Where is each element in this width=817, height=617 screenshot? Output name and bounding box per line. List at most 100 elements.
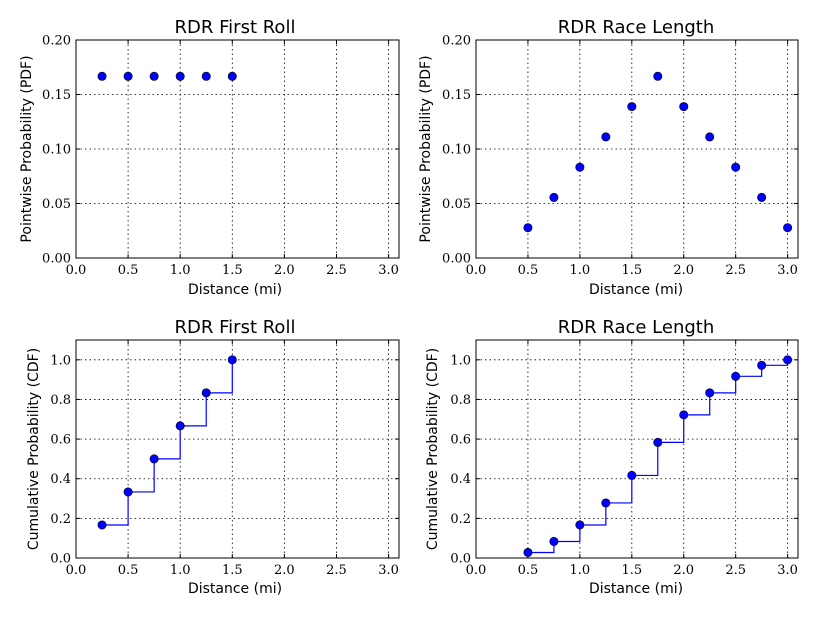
- x-tick-label: 1.0: [170, 263, 191, 278]
- x-tick-label: 1.5: [621, 263, 642, 278]
- y-tick-label: 0.15: [42, 88, 71, 103]
- y-tick-label: 0.05: [442, 197, 471, 212]
- y-tick-label: 0.2: [50, 512, 71, 527]
- data-point: [149, 454, 159, 464]
- chart-title: RDR Race Length: [558, 317, 715, 338]
- y-axis-label: Pointwise Probability (PDF): [418, 55, 434, 242]
- data-point: [227, 355, 237, 365]
- x-tick-label: 0.0: [466, 263, 487, 278]
- x-tick-label: 2.5: [725, 563, 746, 578]
- x-tick-label: 3.0: [378, 563, 399, 578]
- y-tick-label: 0.4: [50, 472, 71, 487]
- x-tick-label: 2.5: [326, 263, 347, 278]
- data-point: [679, 102, 689, 112]
- data-point: [175, 71, 185, 81]
- data-point: [227, 71, 237, 81]
- data-point: [705, 132, 715, 142]
- subplot-cdf-race-length: RDR Race Length Distance (mi) Cumulative…: [425, 317, 799, 597]
- x-tick-label: 0.5: [118, 563, 139, 578]
- data-point: [653, 437, 663, 447]
- data-point: [627, 470, 637, 480]
- data-point: [757, 360, 767, 370]
- y-tick-label: 0.0: [50, 552, 71, 567]
- data-point: [627, 102, 637, 112]
- plot-frame: [475, 339, 799, 559]
- subplot-pdf-first-roll: RDR First Roll Distance (mi) Pointwise P…: [19, 17, 400, 298]
- x-tick-label: 0.0: [466, 563, 487, 578]
- cdf-step-line: [527, 359, 789, 554]
- y-tick-label: 0.6: [50, 433, 71, 448]
- data-point: [175, 421, 185, 431]
- x-tick-label: 1.5: [621, 563, 642, 578]
- data-point: [549, 192, 559, 202]
- data-point: [653, 71, 663, 81]
- x-tick-label: 1.0: [570, 263, 591, 278]
- x-tick-label: 2.5: [326, 563, 347, 578]
- x-tick-label: 0.5: [118, 263, 139, 278]
- y-tick-label: 0.2: [450, 512, 471, 527]
- x-tick-label: 0.5: [518, 263, 539, 278]
- chart-title: RDR First Roll: [175, 17, 296, 38]
- plot-frame: [75, 339, 400, 559]
- chart-title: RDR Race Length: [558, 17, 715, 38]
- data-point: [201, 71, 211, 81]
- x-tick-label: 3.0: [777, 563, 798, 578]
- chart-title: RDR First Roll: [175, 317, 296, 338]
- cdf-step-line: [102, 359, 233, 526]
- y-tick-label: 0.15: [442, 88, 471, 103]
- y-tick-label: 0.4: [450, 472, 471, 487]
- y-tick-label: 0.10: [42, 143, 71, 158]
- data-point: [601, 132, 611, 142]
- x-tick-label: 1.5: [222, 263, 243, 278]
- data-point: [575, 162, 585, 172]
- data-point: [523, 223, 533, 233]
- y-tick-label: 0.10: [442, 143, 471, 158]
- data-point: [783, 355, 793, 365]
- x-axis-label: Distance (mi): [188, 581, 282, 597]
- data-point: [705, 388, 715, 398]
- data-point: [575, 520, 585, 530]
- data-point: [757, 192, 767, 202]
- x-tick-label: 0.0: [66, 263, 87, 278]
- y-tick-label: 0.0: [450, 552, 471, 567]
- y-tick-label: 0.6: [450, 433, 471, 448]
- data-point: [97, 520, 107, 530]
- x-tick-label: 2.5: [725, 263, 746, 278]
- x-axis-label: Distance (mi): [589, 581, 683, 597]
- data-point: [201, 388, 211, 398]
- y-tick-label: 0.00: [442, 252, 471, 267]
- data-point: [731, 371, 741, 381]
- subplot-pdf-race-length: RDR Race Length Distance (mi) Pointwise …: [418, 17, 799, 298]
- data-point: [549, 536, 559, 546]
- x-tick-label: 0.5: [518, 563, 539, 578]
- subplot-cdf-first-roll: RDR First Roll Distance (mi) Cumulative …: [26, 317, 400, 597]
- y-axis-label: Cumulative Probability (CDF): [425, 348, 441, 550]
- x-axis-label: Distance (mi): [589, 282, 683, 298]
- x-tick-label: 1.0: [570, 563, 591, 578]
- x-tick-label: 2.0: [673, 563, 694, 578]
- x-tick-label: 2.0: [673, 263, 694, 278]
- data-point: [679, 410, 689, 420]
- y-tick-label: 0.8: [50, 393, 71, 408]
- data-point: [123, 71, 133, 81]
- y-tick-label: 0.20: [442, 34, 471, 49]
- x-tick-label: 3.0: [378, 263, 399, 278]
- data-point: [149, 71, 159, 81]
- x-axis-label: Distance (mi): [188, 282, 282, 298]
- x-tick-label: 2.0: [274, 563, 295, 578]
- y-axis-label: Cumulative Probability (CDF): [26, 348, 42, 550]
- x-tick-label: 0.0: [66, 563, 87, 578]
- y-tick-label: 0.00: [42, 252, 71, 267]
- y-tick-label: 0.8: [450, 393, 471, 408]
- x-tick-label: 3.0: [777, 263, 798, 278]
- y-tick-label: 1.0: [450, 353, 471, 368]
- y-tick-label: 0.05: [42, 197, 71, 212]
- data-point: [97, 71, 107, 81]
- y-tick-label: 1.0: [50, 353, 71, 368]
- data-point: [601, 498, 611, 508]
- y-tick-label: 0.20: [42, 34, 71, 49]
- data-point: [783, 223, 793, 233]
- x-tick-label: 1.0: [170, 563, 191, 578]
- data-point: [523, 547, 533, 557]
